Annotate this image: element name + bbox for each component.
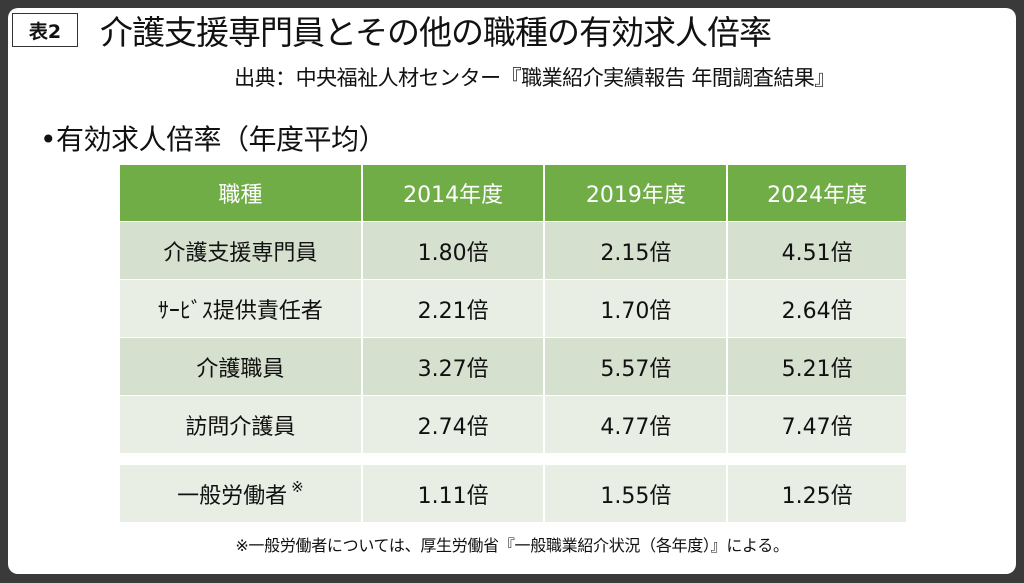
ratio-2024: 5.21倍 — [727, 337, 906, 396]
note-mark: ※ — [291, 477, 304, 496]
ratio-2014: 3.27倍 — [361, 337, 546, 396]
source-text: 出典：中央福祉人材センター『職業紹介実績報告 年間調査結果』 — [234, 66, 835, 90]
job-name: ｻｰﾋﾞｽ提供責任者 — [120, 279, 363, 338]
table-spacer — [120, 453, 906, 465]
header-job: 職種 — [120, 165, 363, 222]
ratio-2014: 2.74倍 — [361, 395, 546, 453]
job-name: 訪問介護員 — [120, 395, 363, 453]
ratio-2019: 1.55倍 — [544, 464, 729, 522]
ratio-2024: 7.47倍 — [727, 395, 906, 453]
ratio-2019: 5.57倍 — [544, 337, 729, 396]
ratio-2019: 4.77倍 — [544, 395, 729, 453]
footnote: ※一般労働者については、厚生労働省『一般職業紹介状況（各年度）』による。 — [235, 536, 789, 555]
table-row: ｻｰﾋﾞｽ提供責任者 2.21倍 1.70倍 2.64倍 — [120, 279, 906, 338]
table-row-general: 一般労働者 ※ 1.11倍 1.55倍 1.25倍 — [120, 464, 906, 522]
job-name: 介護支援専門員 — [120, 221, 363, 280]
slide-title: 介護支援専門員とその他の職種の有効求人倍率 — [100, 13, 772, 52]
ratio-2024: 1.25倍 — [727, 464, 906, 522]
table-row: 訪問介護員 2.74倍 4.77倍 7.47倍 — [120, 395, 906, 453]
section-heading: •有効求人倍率（年度平均） — [40, 123, 387, 156]
ratio-2024: 4.51倍 — [727, 221, 906, 280]
header-2019: 2019年度 — [544, 165, 729, 222]
header-2024: 2024年度 — [727, 165, 906, 222]
header-2014: 2014年度 — [361, 165, 546, 222]
ratio-2014: 1.11倍 — [361, 464, 546, 522]
table-number-badge: 表2 — [12, 13, 78, 47]
ratio-2019: 2.15倍 — [544, 221, 729, 280]
ratio-2014: 2.21倍 — [361, 279, 546, 338]
job-name: 介護職員 — [120, 337, 363, 396]
job-openings-ratio-table: 職種 2014年度 2019年度 2024年度 介護支援専門員 1.80倍 2.… — [120, 165, 906, 522]
ratio-2024: 2.64倍 — [727, 279, 906, 338]
table-row: 介護支援専門員 1.80倍 2.15倍 4.51倍 — [120, 221, 906, 280]
table-row: 介護職員 3.27倍 5.57倍 5.21倍 — [120, 337, 906, 396]
ratio-2014: 1.80倍 — [361, 221, 546, 280]
ratio-2019: 1.70倍 — [544, 279, 729, 338]
job-name: 一般労働者 ※ — [120, 464, 363, 522]
general-job-label: 一般労働者 — [177, 483, 288, 509]
table-header-row: 職種 2014年度 2019年度 2024年度 — [120, 165, 906, 222]
